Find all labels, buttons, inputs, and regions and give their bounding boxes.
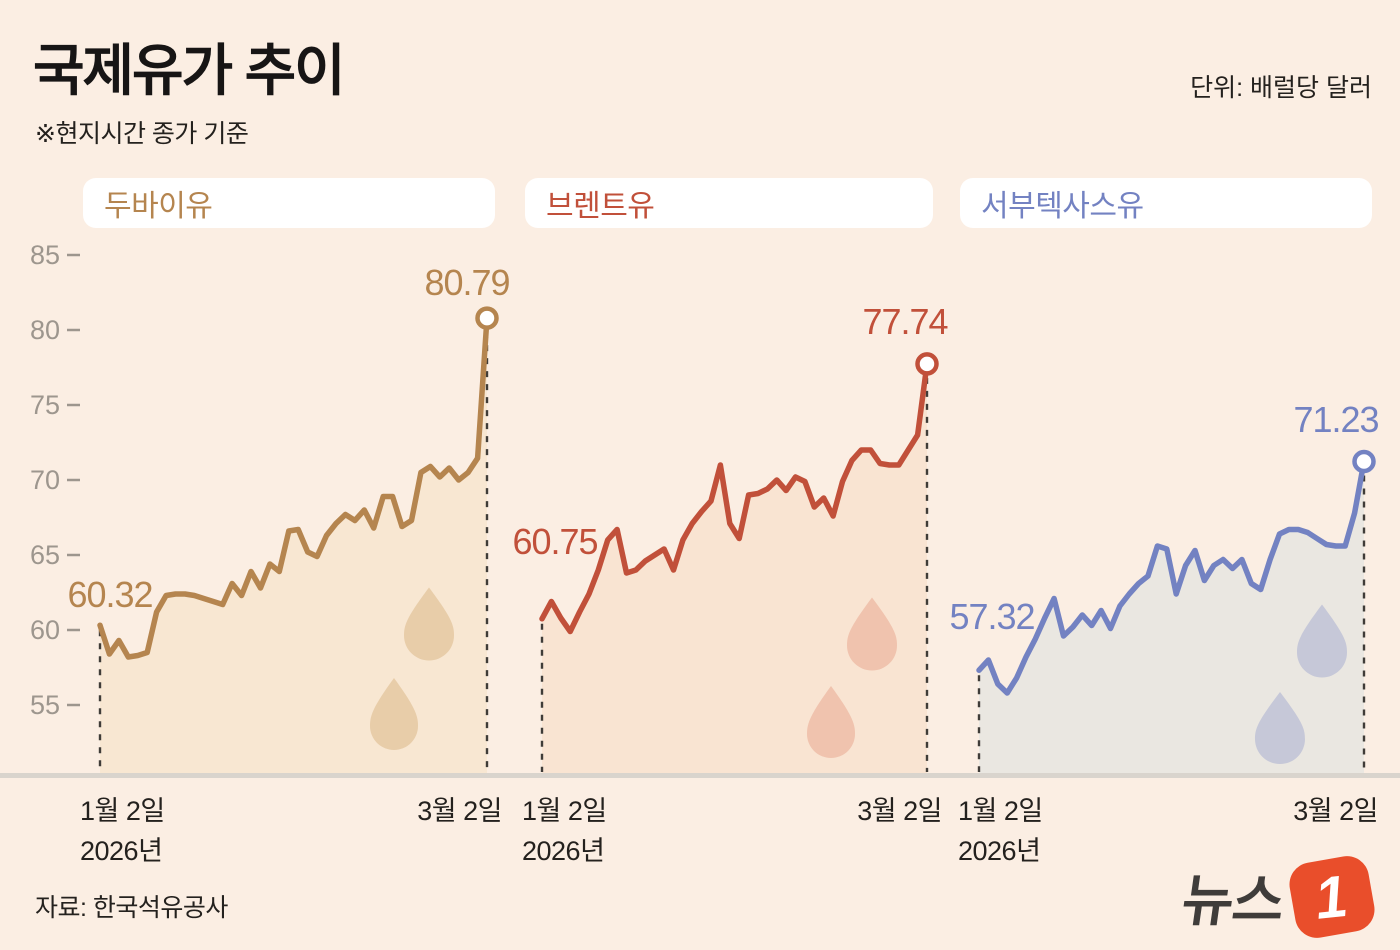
value-label-dubai-start: 60.32 (67, 574, 153, 615)
y-tick-label: 65 (30, 540, 60, 570)
oil-droplet-icon (807, 686, 855, 758)
x-label-date: 1월 2일 (80, 796, 165, 826)
x-label-year: 2026년 (522, 836, 605, 866)
y-tick-label: 85 (30, 240, 60, 270)
x-label-year: 2026년 (80, 836, 163, 866)
oil-droplet-icon (1297, 604, 1347, 678)
y-tick-label: 70 (30, 465, 60, 495)
news1-logo-text: 뉴스 (1177, 869, 1288, 932)
value-label-brent-start: 60.75 (512, 521, 598, 562)
x-label-dubai-start: 1월 2일 2026년 (80, 791, 165, 871)
area-fill-2 (979, 461, 1364, 773)
x-label-brent-end: 3월 2일 (857, 796, 942, 826)
oil-droplet-icon (1254, 692, 1305, 765)
x-label-wti-start: 1월 2일 2026년 (958, 791, 1043, 871)
area-fill-0 (100, 318, 487, 773)
x-label-date: 1월 2일 (958, 796, 1043, 826)
area-fill-1 (542, 363, 927, 773)
source-note: 자료: 한국석유공사 (35, 894, 228, 922)
value-label-wti-end: 71.23 (1293, 399, 1379, 440)
oil-droplet-icon (847, 597, 897, 671)
legend-item-dubai: 두바이유 (83, 178, 495, 228)
x-label-date: 1월 2일 (522, 796, 607, 826)
page-title: 국제유가 추이 (33, 39, 346, 102)
baseline (0, 773, 1400, 778)
legend-label-wti: 서부텍사스유 (981, 190, 1144, 223)
value-label-wti-start: 57.32 (949, 596, 1035, 637)
y-tick-label: 75 (30, 390, 60, 420)
end-marker (1352, 449, 1376, 474)
legend-item-brent: 브렌트유 (525, 178, 933, 228)
end-marker (475, 306, 499, 330)
value-label-dubai-end: 80.79 (424, 262, 510, 303)
price-line-1 (539, 361, 930, 635)
subtitle-note: ※현지시간 종가 기준 (35, 120, 249, 148)
news1-logo-badge-digit: 1 (1313, 861, 1351, 932)
news1-logo-badge: 1 (1286, 852, 1378, 941)
legend-label-brent: 브렌트유 (546, 190, 655, 223)
x-label-dubai-end: 3월 2일 (417, 796, 502, 826)
y-tick-label: 55 (30, 690, 60, 720)
y-tick-label: 60 (30, 615, 60, 645)
oil-droplet-icon (370, 678, 418, 750)
value-label-brent-end: 77.74 (862, 301, 948, 342)
x-label-wti-end: 3월 2일 (1293, 796, 1378, 826)
unit-label: 단위: 배럴당 달러 (1190, 74, 1372, 102)
x-label-brent-start: 1월 2일 2026년 (522, 791, 607, 871)
x-label-year: 2026년 (958, 836, 1041, 866)
price-line-2 (976, 458, 1367, 696)
price-line-0 (97, 315, 490, 660)
legend-item-wti: 서부텍사스유 (960, 178, 1372, 228)
news1-logo: 뉴스 1 (1178, 852, 1378, 941)
y-tick-label: 80 (30, 315, 60, 345)
legend-label-dubai: 두바이유 (104, 190, 213, 223)
end-marker (915, 352, 939, 376)
oil-droplet-icon (404, 587, 454, 661)
